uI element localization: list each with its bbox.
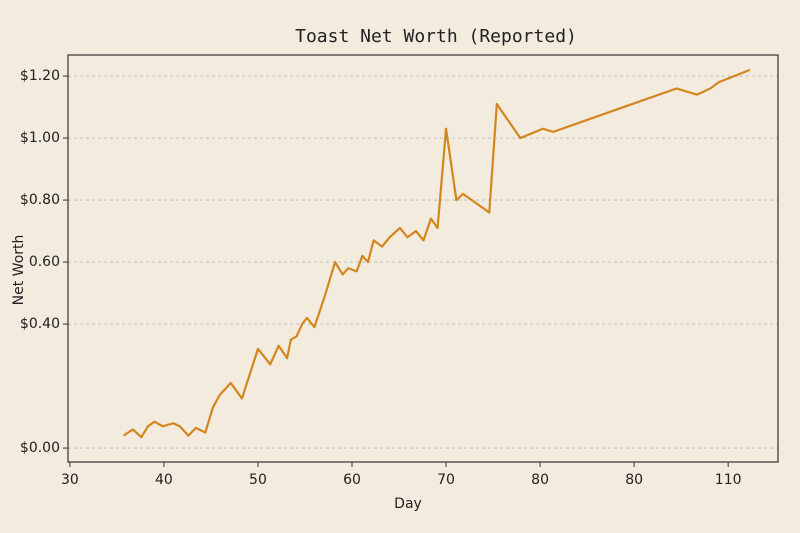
- y-tick-label: $1.00: [20, 130, 60, 146]
- x-tick-label: 60: [343, 472, 361, 488]
- x-tick-label: 110: [715, 472, 742, 488]
- x-tick-label: 50: [249, 472, 267, 488]
- x-tick-label: 40: [155, 472, 173, 488]
- data-line: [122, 68, 751, 439]
- y-tick-label: $0.00: [20, 440, 60, 456]
- x-tick-label: 30: [61, 472, 79, 488]
- y-tick-label: $1.20: [20, 68, 60, 84]
- chart-title: Toast Net Worth (Reported): [295, 26, 577, 47]
- x-tick-label: 80: [625, 472, 643, 488]
- x-tick-label: 70: [437, 472, 455, 488]
- y-tick-label: 0.60: [29, 254, 60, 270]
- y-tick-label: $0.40: [20, 316, 60, 332]
- y-axis-label: Net Worth: [11, 235, 27, 306]
- plot-frame: [67, 54, 779, 463]
- y-tick-label: $0.80: [20, 192, 60, 208]
- x-axis-label: Day: [394, 496, 422, 512]
- x-tick-label: 80: [531, 472, 549, 488]
